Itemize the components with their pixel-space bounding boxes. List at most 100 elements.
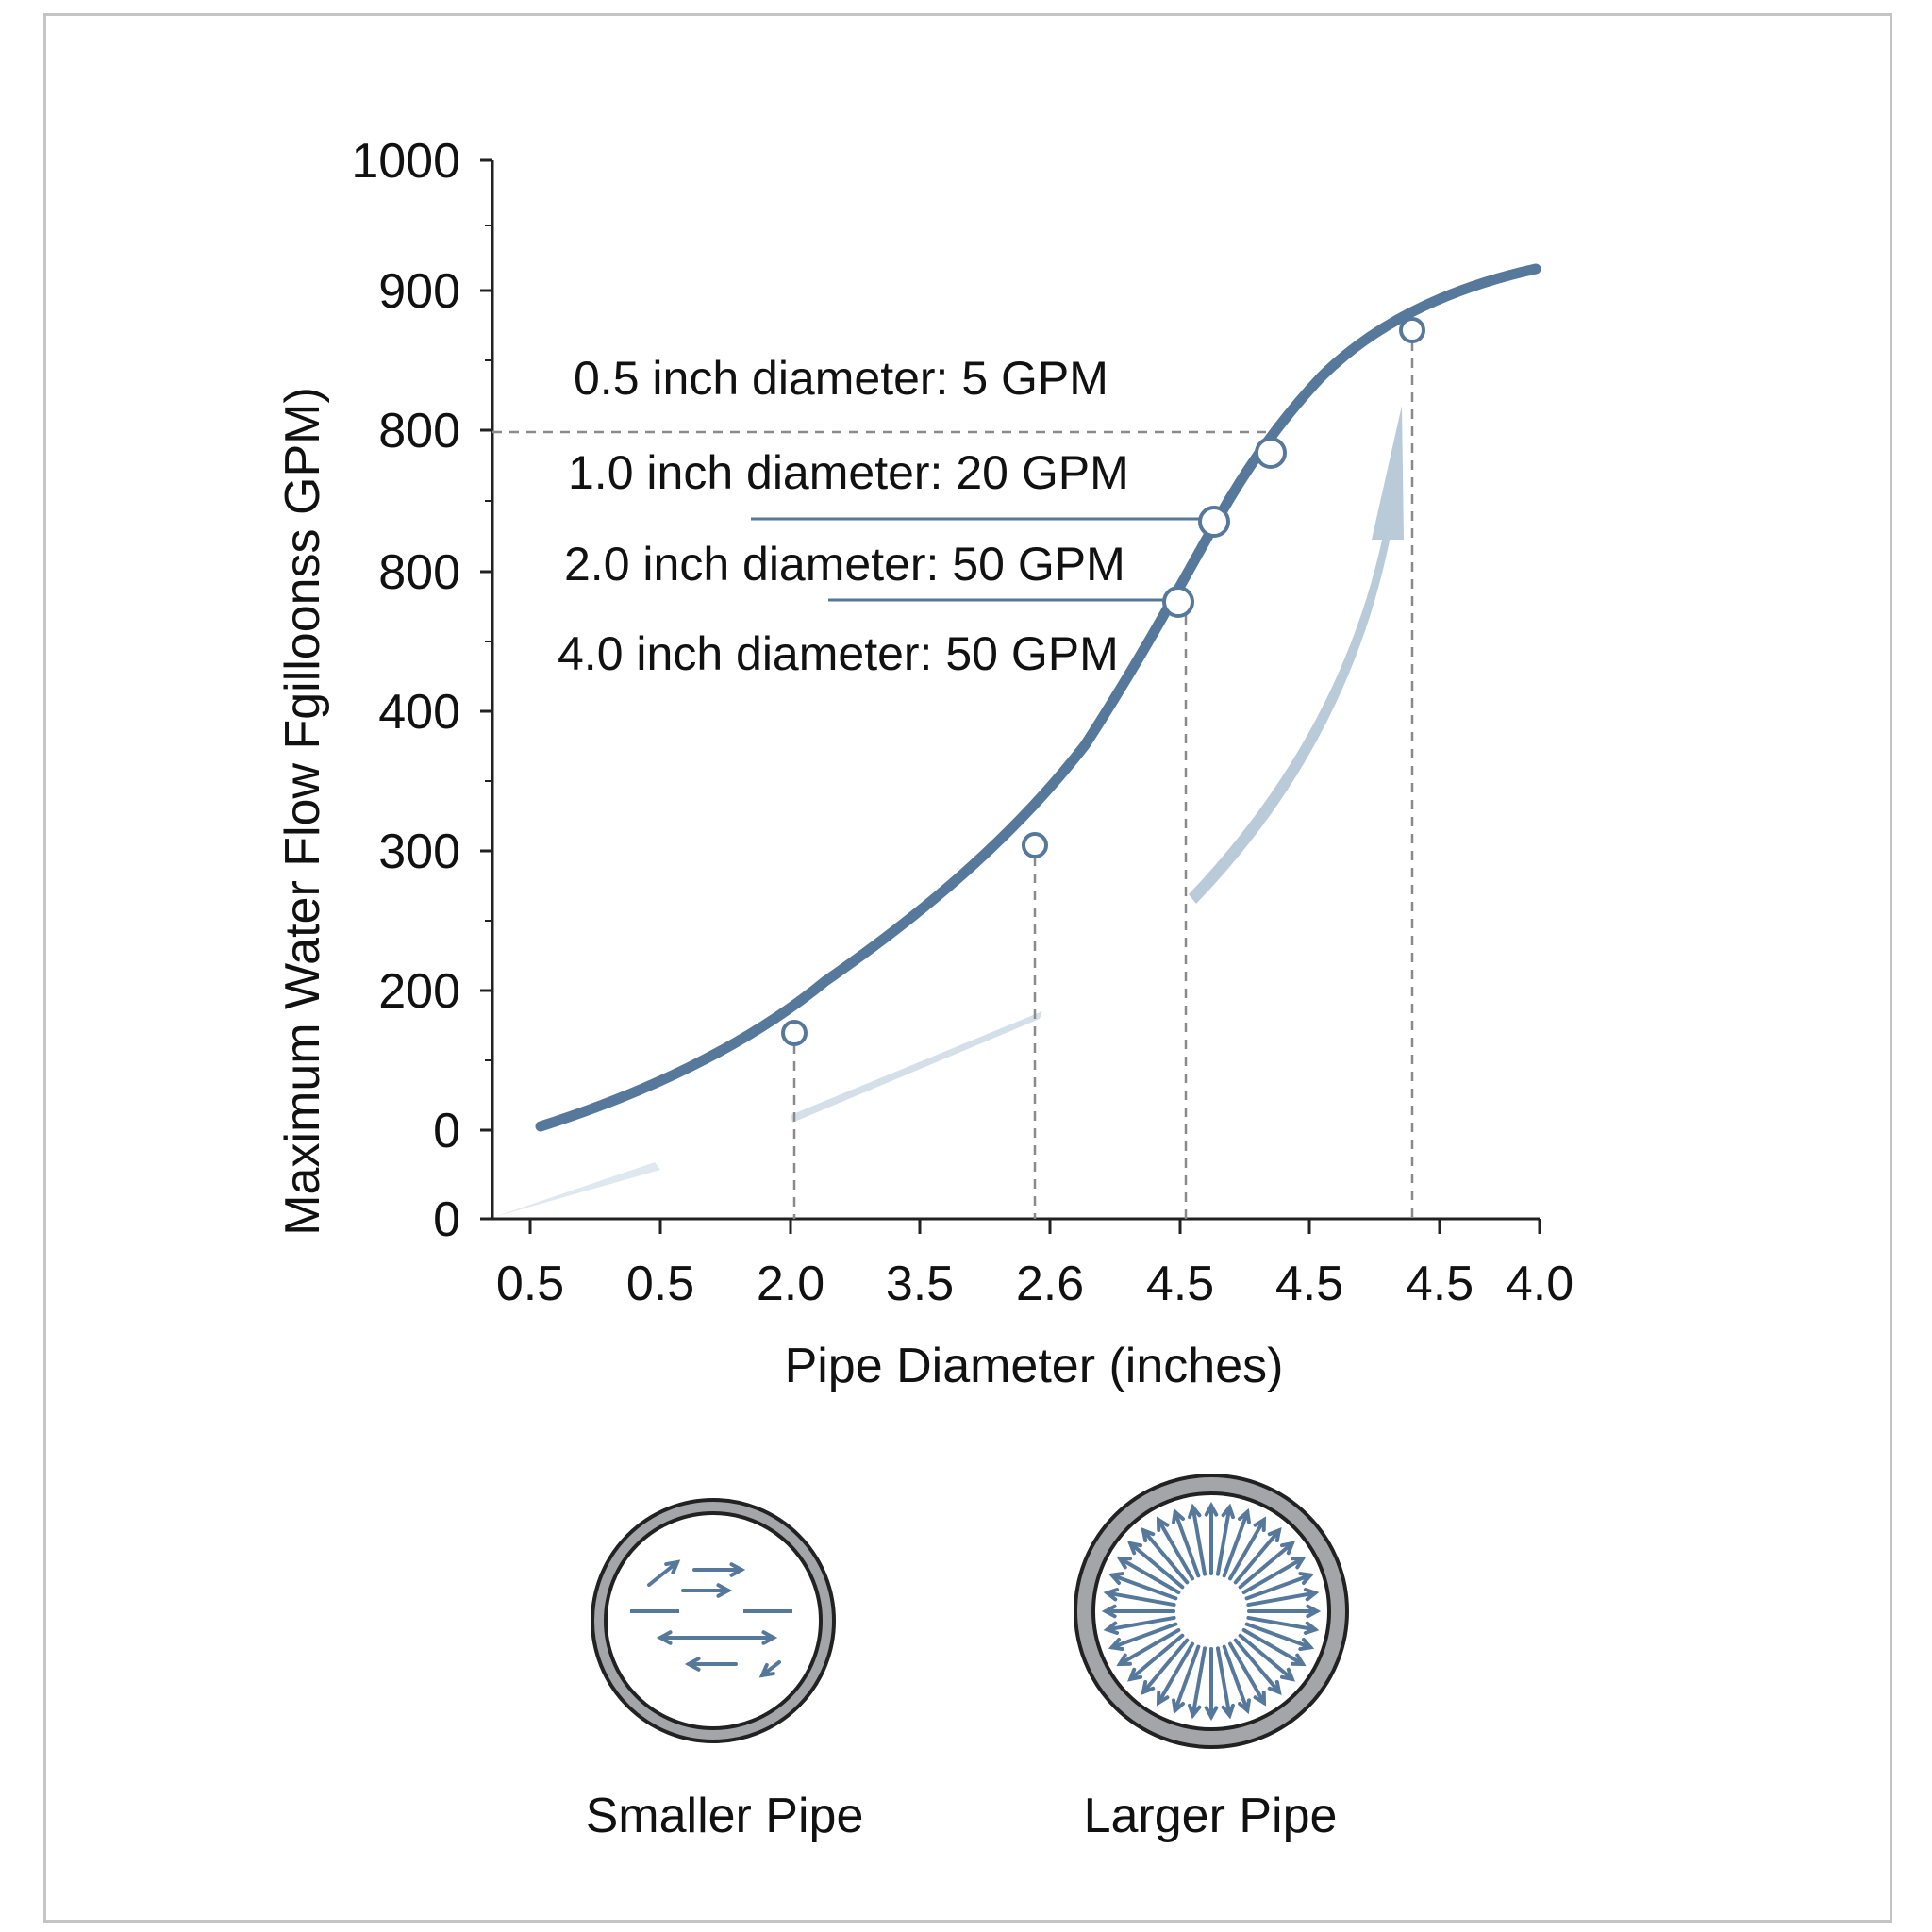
annotation-1: 0.5 inch diameter: 5 GPM xyxy=(574,352,1108,405)
flow-arrow xyxy=(1157,1641,1194,1705)
flow-arrow-lower xyxy=(494,1162,660,1217)
flow-arrow-head xyxy=(1108,1572,1124,1585)
flow-arrow-head xyxy=(1303,1588,1320,1602)
data-point-marker xyxy=(1162,586,1194,618)
flow-arrow-head xyxy=(1253,1516,1267,1533)
y-tick-label: 900 xyxy=(378,264,460,319)
flow-arrow-head xyxy=(1101,1604,1117,1619)
flow-arrow-head xyxy=(1127,1541,1142,1556)
x-tick-label: 4.5 xyxy=(1406,1257,1474,1311)
flow-arrow-head xyxy=(1103,1588,1120,1602)
flow-arrow xyxy=(1105,1591,1176,1607)
flow-arrow xyxy=(1141,1528,1190,1585)
flow-arrow-head xyxy=(1303,1621,1320,1635)
flow-arrow-head xyxy=(716,1583,733,1598)
flow-arrow xyxy=(647,1560,679,1587)
data-point-marker xyxy=(1022,832,1048,858)
annotation-4: 4.0 inch diameter: 50 GPM xyxy=(558,627,1119,680)
flow-arrow xyxy=(1244,1622,1313,1650)
flow-arrow-head xyxy=(761,1630,778,1645)
y-minor-ticks xyxy=(485,225,492,1061)
y-tick-label: 800 xyxy=(378,545,460,600)
flow-arrow-head xyxy=(1306,1604,1322,1619)
flow-arrow xyxy=(1244,1573,1313,1601)
flow-arrow xyxy=(1215,1505,1232,1576)
flow-arrow xyxy=(1128,1541,1185,1590)
flow-arrow-head xyxy=(1127,1667,1142,1682)
flow-arrow xyxy=(1128,1633,1185,1681)
x-ticks: 0.5 0.5 2.0 3.5 2.6 4.5 4.5 4.5 4.0 xyxy=(496,1219,1574,1311)
flow-arrow-head xyxy=(1116,1653,1133,1667)
flow-arrow xyxy=(1228,1641,1266,1705)
x-tick-label: 3.5 xyxy=(886,1257,954,1311)
flow-arrow-head xyxy=(1372,406,1404,540)
flow-arrow-head xyxy=(1238,1698,1251,1715)
flow-arrow-head xyxy=(1298,1638,1315,1651)
x-tick-label: 0.5 xyxy=(626,1257,694,1311)
reference-dashed-lines xyxy=(492,341,1414,1219)
flow-arrow xyxy=(1222,1644,1250,1713)
flow-arrow-middle xyxy=(791,1011,1042,1123)
flow-curve xyxy=(535,263,1541,1132)
flow-arrow-head xyxy=(1267,1680,1282,1695)
flow-arrow xyxy=(1191,1505,1208,1576)
flow-arrow xyxy=(1118,1628,1181,1666)
flow-arrow-head xyxy=(1253,1690,1267,1707)
flow-arrow-head xyxy=(1172,1698,1185,1715)
flow-arrow xyxy=(1173,1509,1201,1578)
flow-arrow xyxy=(1109,1622,1178,1650)
y-tick-label: 200 xyxy=(378,964,460,1019)
flow-arrow xyxy=(1109,1573,1178,1601)
flow-arrow-head xyxy=(684,1657,701,1672)
data-point-marker xyxy=(1198,506,1230,538)
y-tick-label: 400 xyxy=(378,685,460,740)
flow-arrow-head xyxy=(1267,1527,1282,1542)
data-markers xyxy=(781,317,1425,1046)
flow-arrow-head xyxy=(1298,1572,1315,1585)
flow-arrow xyxy=(1241,1557,1305,1594)
flow-arrow xyxy=(1238,1541,1294,1590)
flow-arrow-head xyxy=(1116,1556,1133,1570)
flow-arrow xyxy=(1241,1628,1305,1666)
smaller-pipe-flow-arrows xyxy=(630,1559,792,1678)
flow-arrow-head xyxy=(664,1559,681,1575)
smaller-pipe-illustration xyxy=(591,1498,836,1743)
flow-arrow-head xyxy=(1141,1680,1156,1695)
x-axis-title: Pipe Diameter (inches) xyxy=(785,1339,1284,1393)
flow-arrow xyxy=(1118,1557,1181,1594)
flow-arrow-head xyxy=(1188,1503,1202,1520)
flow-arrow-head xyxy=(1172,1507,1185,1524)
x-tick-label: 2.6 xyxy=(1016,1257,1084,1311)
x-tick-label: 4.5 xyxy=(1146,1257,1214,1311)
y-tick-label: 0 xyxy=(433,1104,460,1158)
flow-arrow-head xyxy=(1108,1638,1124,1651)
flow-arrow-head xyxy=(1156,1690,1170,1707)
flow-arrow xyxy=(1233,1638,1281,1694)
data-point-marker xyxy=(781,1020,808,1046)
x-tick-label: 4.5 xyxy=(1275,1257,1343,1311)
flow-arrow-head xyxy=(729,1562,746,1577)
x-tick-label: 4.0 xyxy=(1506,1257,1574,1311)
data-point-marker xyxy=(1255,437,1287,469)
flow-arrow-head xyxy=(1156,1516,1170,1533)
flow-arrow xyxy=(1215,1646,1232,1718)
larger-pipe-illustration xyxy=(1074,1474,1349,1749)
flow-arrow-head xyxy=(1141,1527,1156,1542)
flow-arrow-head xyxy=(1280,1541,1295,1556)
flow-arrow xyxy=(1173,1644,1201,1713)
y-tick-label: 0 xyxy=(433,1192,460,1247)
smaller-pipe-label: Smaller Pipe xyxy=(586,1789,864,1843)
flow-arrow-head xyxy=(1221,1503,1235,1520)
flow-arrow-head xyxy=(1280,1667,1295,1682)
figure-frame xyxy=(43,13,1892,1923)
larger-pipe-flow-arrows xyxy=(1101,1501,1322,1722)
flow-arrow-head xyxy=(1290,1556,1307,1570)
flow-arrow xyxy=(1246,1591,1318,1607)
y-ticks: 1000 900 800 800 400 300 200 0 0 xyxy=(351,134,492,1247)
flow-arrow-head xyxy=(1238,1507,1251,1524)
flow-arrow-head xyxy=(1290,1653,1307,1667)
flow-arrow xyxy=(1157,1518,1194,1581)
y-axis-title: Maximum Water Flow Fgilloonss GPM) xyxy=(275,387,330,1236)
flow-arrow xyxy=(1238,1633,1294,1681)
